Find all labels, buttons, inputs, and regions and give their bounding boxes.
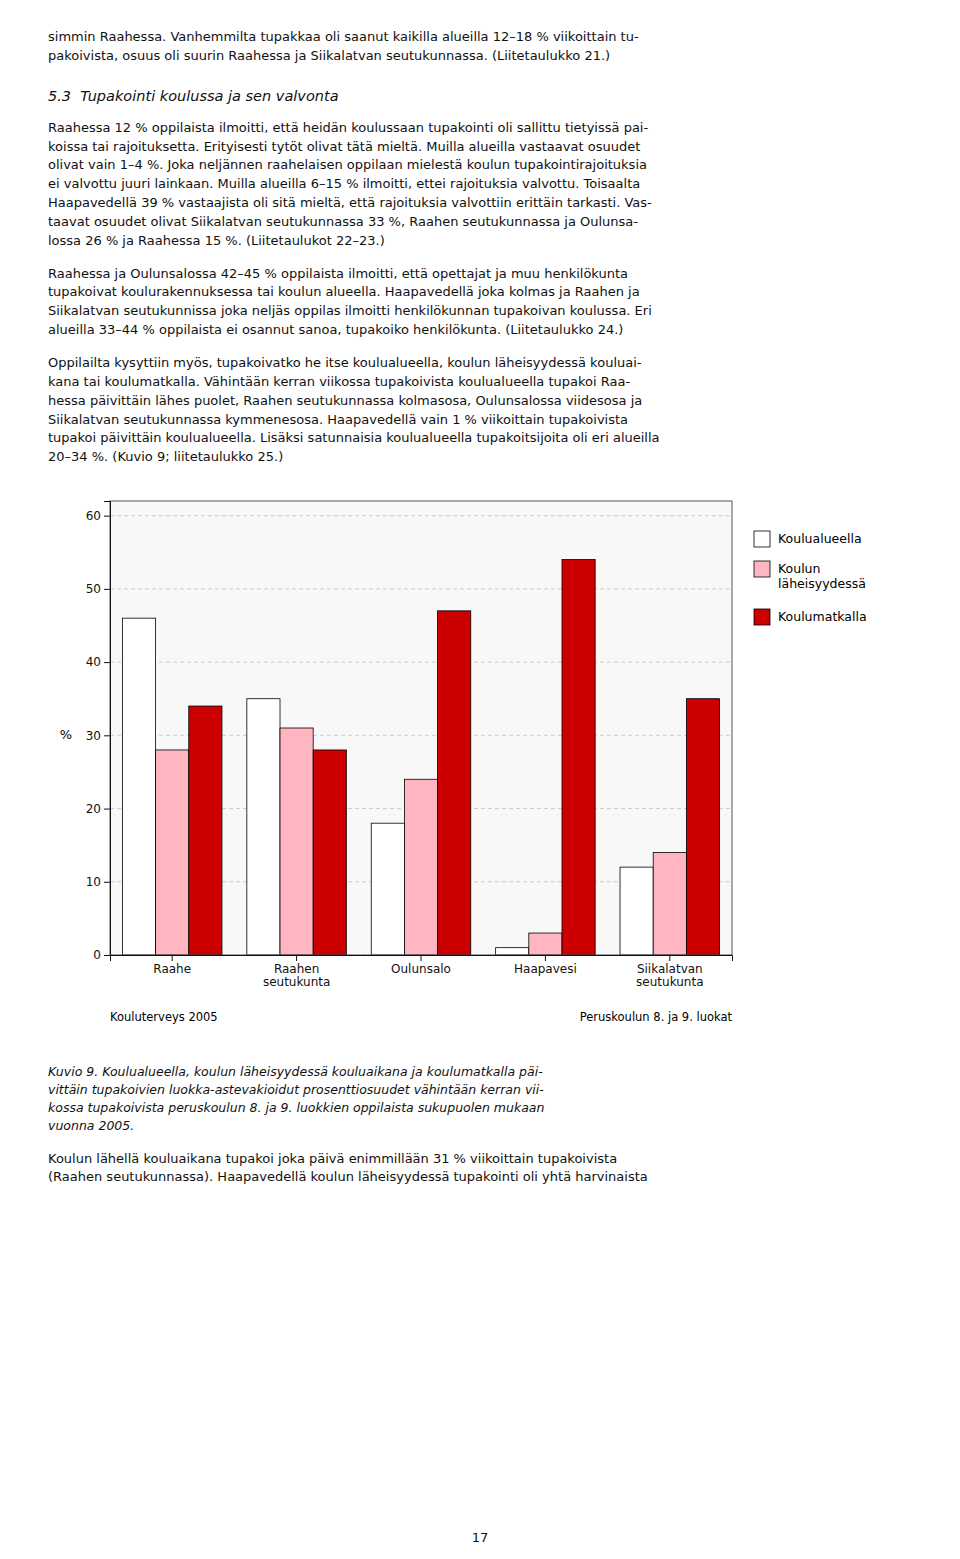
tick-mark	[545, 955, 546, 961]
y-axis: 0 10 20 30 40 50 60	[86, 502, 111, 963]
bar	[371, 823, 404, 955]
tick-label: Siikalatvanseutukunta	[636, 962, 703, 990]
chart: 0102030405060%RaaheRaahenseutukuntaOulun…	[48, 481, 912, 1045]
legend-label: Koulualueella	[778, 531, 862, 546]
bar	[653, 853, 686, 956]
tick-label: Haapavesi	[514, 962, 577, 976]
bar	[686, 699, 719, 955]
bar	[438, 611, 471, 955]
paragraph: simmin Raahessa. Vanhemmilta tupakkaa ol…	[48, 28, 912, 66]
plot-background	[110, 501, 732, 955]
text-line: Raahen	[274, 962, 319, 976]
chart-svg: 0102030405060%RaaheRaahenseutukuntaOulun…	[48, 481, 912, 1041]
tick-label: 0	[93, 948, 101, 962]
legend-label: Koulumatkalla	[778, 609, 867, 624]
plot: 0102030405060%RaaheRaahenseutukuntaOulun…	[60, 501, 733, 1024]
tick-label: Raahe	[153, 962, 191, 976]
tick-mark	[104, 662, 110, 663]
tick-mark	[104, 735, 110, 736]
legend-swatch	[754, 561, 770, 577]
bar	[562, 560, 595, 955]
caption: Kuvio 9. Koulualueella, koulun läheisyyd…	[48, 1063, 912, 1136]
text-line: läheisyydessä	[778, 576, 866, 591]
paragraph: Raahessa ja Oulunsalossa 42–45 % oppilai…	[48, 265, 912, 340]
tick-mark	[421, 955, 422, 961]
grid	[110, 516, 732, 955]
paragraph: Koulun lähellä kouluaikana tupakoi joka …	[48, 1150, 912, 1188]
paragraph: Oppilailta kysyttiin myös, tupakoivatko …	[48, 354, 912, 467]
annotation: Peruskoulun 8. ja 9. luokat	[580, 1010, 733, 1024]
tick-mark	[669, 955, 670, 961]
legend-swatch	[754, 609, 770, 625]
legend-label: Koulunläheisyydessä	[778, 561, 866, 591]
text-line: Raahe	[153, 962, 191, 976]
legend-item: Koulunläheisyydessä	[754, 561, 866, 591]
tick-mark	[104, 809, 110, 810]
tick-label: 40	[86, 655, 101, 669]
text-line: Koulun	[778, 561, 820, 576]
bar	[404, 779, 437, 955]
legend-item: Koulualueella	[754, 531, 862, 547]
tick-label: 30	[86, 729, 101, 743]
tick-label: 50	[86, 582, 101, 596]
tick: 20	[86, 802, 110, 816]
text-line: seutukunta	[636, 975, 703, 989]
tick-label: Oulunsalo	[391, 962, 451, 976]
annotation: Kouluterveys 2005	[110, 1010, 218, 1024]
text-line: Koulualueella	[778, 531, 862, 546]
tick-label: 60	[86, 509, 101, 523]
tick: 30	[86, 729, 110, 743]
legend: Koulualueella Koulunläheisyydessä Koulumat…	[754, 531, 867, 625]
bar	[620, 867, 653, 955]
tick: 10	[86, 875, 110, 889]
text-line: Oulunsalo	[391, 962, 451, 976]
page: simmin Raahessa. Vanhemmilta tupakkaa ol…	[48, 28, 912, 1201]
tick: 60	[86, 509, 110, 523]
tick: 50	[86, 582, 110, 596]
bar	[189, 706, 222, 955]
tick-mark	[172, 955, 173, 961]
axis-line	[111, 956, 733, 962]
grid-line	[110, 588, 732, 589]
bars	[122, 560, 719, 955]
bar	[280, 728, 313, 955]
tick-label: 20	[86, 802, 101, 816]
tick: 40	[86, 655, 110, 669]
legend-item: Koulumatkalla	[754, 609, 867, 625]
axis-label: %	[60, 728, 72, 743]
bar	[247, 699, 280, 955]
text-line: Siikalatvan	[637, 962, 703, 976]
bar	[122, 618, 155, 955]
text-line: seutukunta	[263, 975, 330, 989]
tick: Haapavesi	[514, 955, 577, 976]
tick: Oulunsalo	[391, 955, 451, 976]
tick-mark	[104, 516, 110, 517]
bar	[529, 933, 562, 955]
section-title: 5.3 Tupakointi koulussa ja sen valvonta	[48, 86, 912, 107]
tick-mark	[296, 955, 297, 961]
tick: 0	[93, 948, 110, 962]
bar	[496, 948, 529, 955]
tick-mark	[104, 882, 110, 883]
tick: Raahenseutukunta	[263, 955, 330, 989]
grid-line	[110, 662, 732, 663]
paragraph: Raahessa 12 % oppilaista ilmoitti, että …	[48, 119, 912, 251]
tick: Siikalatvanseutukunta	[636, 955, 703, 989]
tick-mark	[104, 955, 110, 956]
tick-mark	[104, 589, 110, 590]
grid-line	[110, 515, 732, 516]
bar	[313, 750, 346, 955]
plot-frame	[110, 501, 732, 955]
axis-line	[104, 502, 111, 956]
page-number: 17	[0, 1530, 960, 1545]
tick: Raahe	[153, 955, 191, 976]
legend-swatch	[754, 531, 770, 547]
tick-label: 10	[86, 875, 101, 889]
x-axis: RaaheRaahenseutukuntaOulunsaloHaapavesiS…	[111, 955, 733, 989]
bar	[156, 750, 189, 955]
tick-label: Raahenseutukunta	[263, 962, 330, 990]
text-line: Koulumatkalla	[778, 609, 867, 624]
text-line: Haapavesi	[514, 962, 577, 976]
